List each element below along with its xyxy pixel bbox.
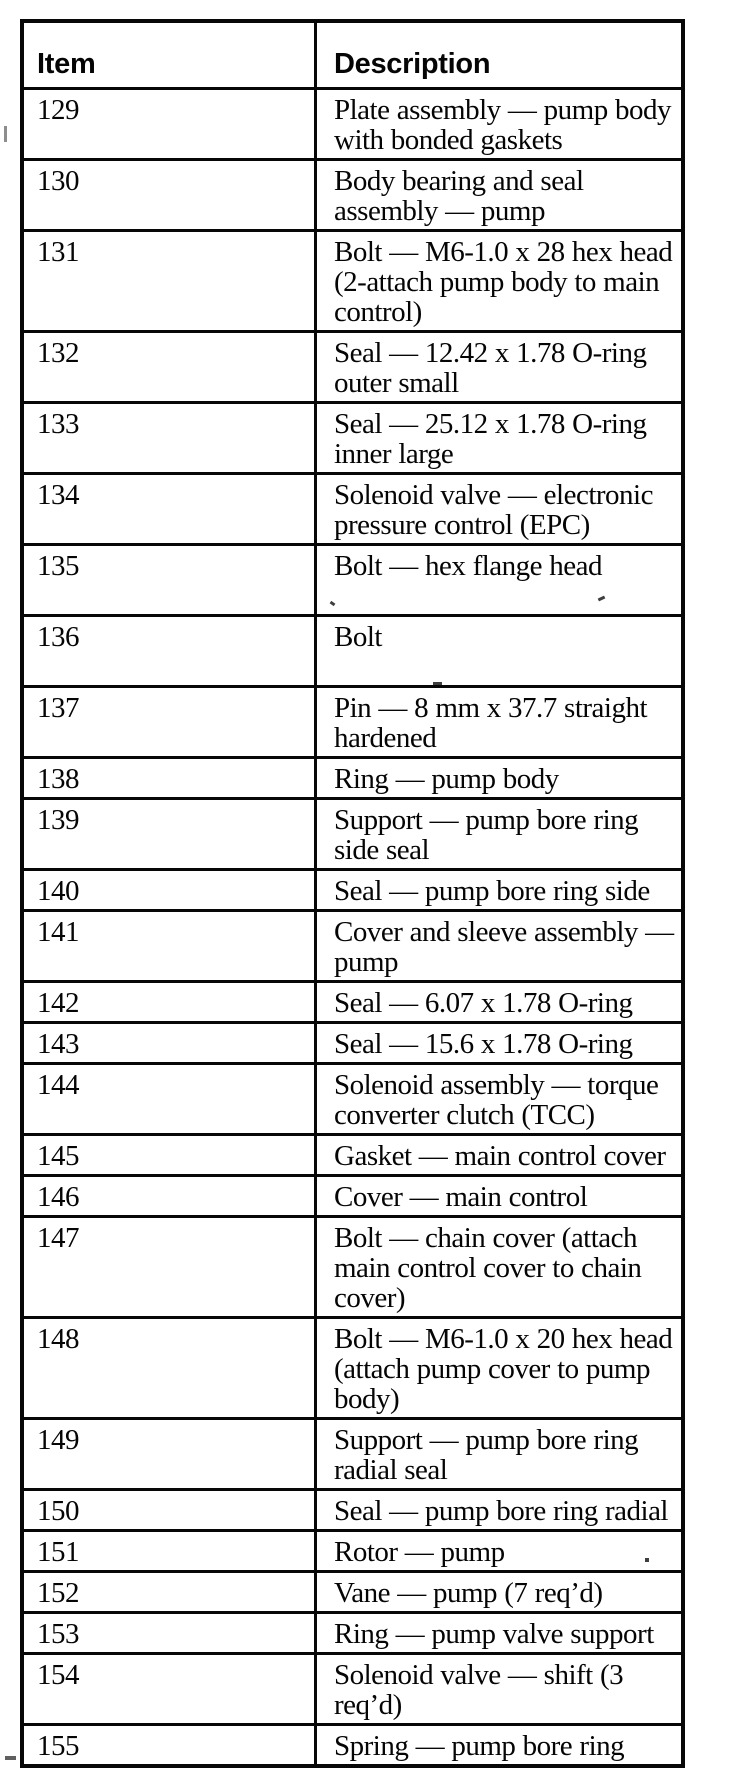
description-cell: Solenoid valve — electronic pressure con… bbox=[334, 479, 653, 541]
table-row: 154 Solenoid valve — shift (3 req’d) bbox=[24, 1652, 681, 1723]
item-cell: 155 bbox=[24, 1726, 317, 1764]
table-row: 134 Solenoid valve — electronic pressure … bbox=[24, 472, 681, 543]
description-cell: Seal — 6.07 x 1.78 O-ring bbox=[334, 987, 633, 1019]
item-cell: 146 bbox=[24, 1177, 317, 1215]
description-cell: Support — pump bore ring side seal bbox=[334, 804, 639, 866]
table-row: 137 Pin — 8 mm x 37.7 straight hardened bbox=[24, 685, 681, 756]
table-row: 131 Bolt — M6-1.0 x 28 hex head (2-attach… bbox=[24, 229, 681, 330]
parts-table-body: 129 Plate assembly — pump body with bonde… bbox=[24, 87, 681, 1764]
description-cell: Solenoid assembly — torque converter clu… bbox=[334, 1069, 659, 1131]
description-cell: Bolt — M6-1.0 x 20 hex head (attach pump… bbox=[334, 1323, 673, 1415]
description-cell: Bolt — chain cover (attach main control … bbox=[334, 1222, 642, 1314]
description-cell: Vane — pump (7 req’d) bbox=[334, 1577, 603, 1609]
item-cell: 140 bbox=[24, 871, 317, 909]
item-cell: 130 bbox=[24, 161, 317, 229]
description-cell: Plate assembly — pump body with bonded g… bbox=[334, 94, 671, 156]
table-row: 150 Seal — pump bore ring radial bbox=[24, 1488, 681, 1529]
item-cell: 133 bbox=[24, 404, 317, 472]
table-row: 142 Seal — 6.07 x 1.78 O-ring bbox=[24, 980, 681, 1021]
description-cell: Bolt — M6-1.0 x 28 hex head (2-attach pu… bbox=[334, 236, 673, 328]
item-cell: 131 bbox=[24, 232, 317, 330]
table-row: 152 Vane — pump (7 req’d) bbox=[24, 1570, 681, 1611]
item-cell: 137 bbox=[24, 688, 317, 756]
table-header-row: Item Description bbox=[24, 23, 681, 87]
description-cell: Seal — 25.12 x 1.78 O-ring inner large bbox=[334, 408, 647, 470]
description-cell: Bolt bbox=[334, 621, 382, 653]
description-cell: Support — pump bore ring radial seal bbox=[334, 1424, 639, 1486]
description-cell: Seal — 15.6 x 1.78 O-ring bbox=[334, 1028, 633, 1060]
item-cell: 138 bbox=[24, 759, 317, 797]
description-cell: Seal — pump bore ring radial bbox=[334, 1495, 669, 1527]
table-row: 145 Gasket — main control cover bbox=[24, 1133, 681, 1174]
item-cell: 141 bbox=[24, 912, 317, 980]
table-row: 133 Seal — 25.12 x 1.78 O-ring inner larg… bbox=[24, 401, 681, 472]
item-cell: 147 bbox=[24, 1218, 317, 1316]
item-cell: 152 bbox=[24, 1573, 317, 1611]
description-cell: Spring — pump bore ring bbox=[334, 1730, 625, 1762]
item-cell: 143 bbox=[24, 1024, 317, 1062]
table-row: 149 Support — pump bore ring radial seal bbox=[24, 1417, 681, 1488]
description-cell: Body bearing and seal assembly — pump bbox=[334, 165, 584, 227]
table-row: 155 Spring — pump bore ring bbox=[24, 1723, 681, 1764]
item-cell: 134 bbox=[24, 475, 317, 543]
item-cell: 149 bbox=[24, 1420, 317, 1488]
description-cell: Gasket — main control cover bbox=[334, 1140, 666, 1172]
item-cell: 145 bbox=[24, 1136, 317, 1174]
column-header-item: Item bbox=[24, 23, 317, 87]
table-row: 147 Bolt — chain cover (attach main contr… bbox=[24, 1215, 681, 1316]
table-row: 139 Support — pump bore ring side seal bbox=[24, 797, 681, 868]
scan-artifact bbox=[4, 126, 7, 142]
table-row: 130 Body bearing and seal assembly — pump bbox=[24, 158, 681, 229]
column-header-description: Description bbox=[334, 48, 491, 80]
item-cell: 136 bbox=[24, 617, 317, 685]
table-row: 141 Cover and sleeve assembly — pump bbox=[24, 909, 681, 980]
description-cell: Seal — pump bore ring side bbox=[334, 875, 650, 907]
table-row: 140 Seal — pump bore ring side bbox=[24, 868, 681, 909]
item-cell: 144 bbox=[24, 1065, 317, 1133]
table-row: 143 Seal — 15.6 x 1.78 O-ring bbox=[24, 1021, 681, 1062]
description-cell: Bolt — hex flange head bbox=[334, 550, 603, 582]
table-row: 132 Seal — 12.42 x 1.78 O-ring outer smal… bbox=[24, 330, 681, 401]
description-cell: Ring — pump valve support bbox=[334, 1618, 654, 1650]
description-cell: Pin — 8 mm x 37.7 straight hardened bbox=[334, 692, 648, 754]
table-row: 146 Cover — main control bbox=[24, 1174, 681, 1215]
table-row: 138 Ring — pump body bbox=[24, 756, 681, 797]
table-row: 144 Solenoid assembly — torque converter … bbox=[24, 1062, 681, 1133]
parts-table: Item Description 129 Plate assembly — pum… bbox=[20, 19, 685, 1768]
table-row: 136 Bolt bbox=[24, 614, 681, 685]
table-row: 151 Rotor — pump bbox=[24, 1529, 681, 1570]
scan-artifact bbox=[433, 682, 442, 685]
item-cell: 148 bbox=[24, 1319, 317, 1417]
item-cell: 132 bbox=[24, 333, 317, 401]
item-cell: 142 bbox=[24, 983, 317, 1021]
item-cell: 135 bbox=[24, 546, 317, 614]
item-cell: 129 bbox=[24, 90, 317, 158]
item-cell: 150 bbox=[24, 1491, 317, 1529]
item-cell: 154 bbox=[24, 1655, 317, 1723]
table-row: 153 Ring — pump valve support bbox=[24, 1611, 681, 1652]
item-cell: 139 bbox=[24, 800, 317, 868]
item-cell: 151 bbox=[24, 1532, 317, 1570]
item-cell: 153 bbox=[24, 1614, 317, 1652]
table-row: 135 Bolt — hex flange head bbox=[24, 543, 681, 614]
description-cell: Rotor — pump bbox=[334, 1536, 505, 1568]
description-cell: Cover and sleeve assembly — pump bbox=[334, 916, 674, 978]
description-cell: Seal — 12.42 x 1.78 O-ring outer small bbox=[334, 337, 647, 399]
scan-artifact bbox=[645, 1558, 649, 1562]
table-row: 148 Bolt — M6-1.0 x 20 hex head (attach p… bbox=[24, 1316, 681, 1417]
description-cell: Ring — pump body bbox=[334, 763, 559, 795]
scan-artifact bbox=[5, 1756, 16, 1760]
description-cell: Cover — main control bbox=[334, 1181, 588, 1213]
description-cell: Solenoid valve — shift (3 req’d) bbox=[334, 1659, 624, 1721]
table-row: 129 Plate assembly — pump body with bonde… bbox=[24, 87, 681, 158]
